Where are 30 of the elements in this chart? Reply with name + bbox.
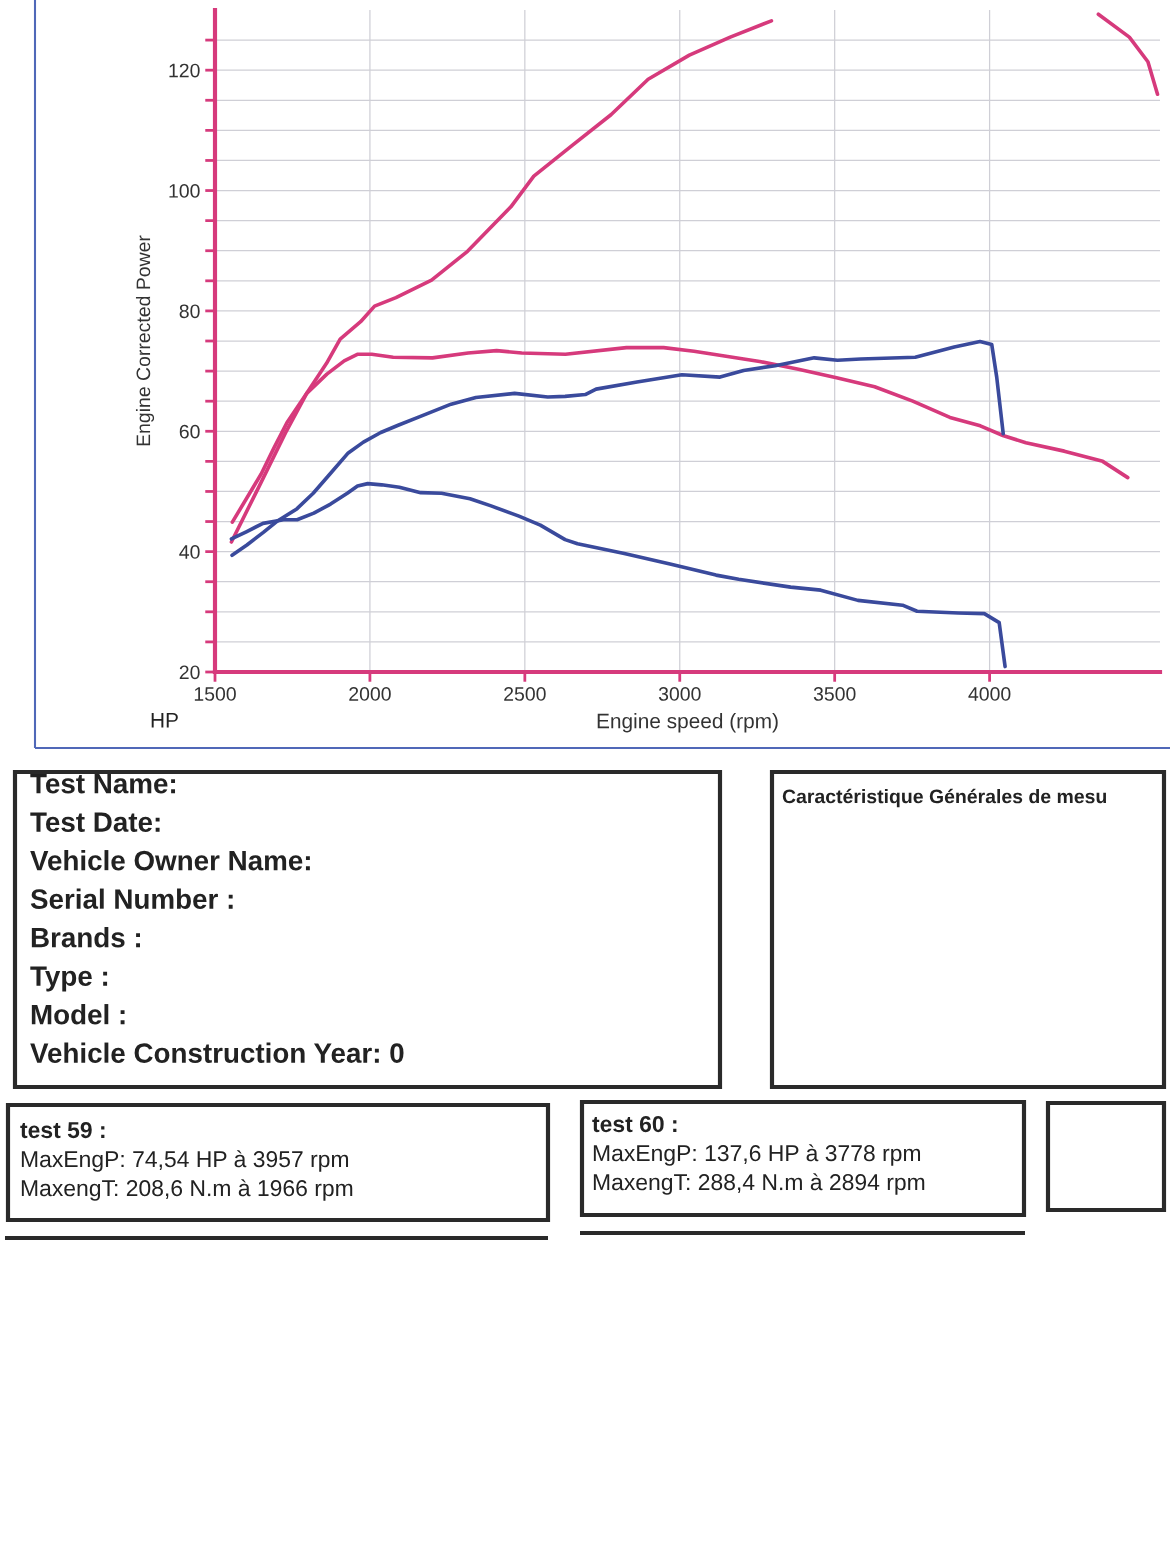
x-tick-label: 4000	[968, 687, 1011, 701]
text: test 60 :	[592, 1115, 677, 1133]
x-tick-label: 2000	[349, 687, 391, 701]
text: Vehicle Owner Name:	[30, 850, 310, 871]
y-tick-label: 120	[169, 63, 200, 78]
y-tick-label: 20	[179, 665, 200, 680]
text: Type :	[30, 966, 108, 992]
y-tick-label: 60	[179, 424, 200, 439]
text: MaxEngP: 137,6 HP à 3778 rpm	[593, 1144, 921, 1166]
x-tick-label: 3500	[813, 687, 856, 701]
text: HP	[151, 713, 178, 728]
text: Brands :	[31, 927, 140, 948]
text: test 59 :	[20, 1121, 105, 1139]
text: MaxengT: 288,4 N.m à 2894 rpm	[593, 1173, 925, 1195]
text: Caractéristique Générales de mesu	[782, 788, 1107, 808]
y-tick-label: 80	[179, 304, 200, 319]
y-axis-title: Engine Corrected Power	[135, 235, 155, 446]
text: Test Name:	[30, 774, 176, 794]
x-tick-label: 3000	[658, 687, 701, 701]
x-tick-label: 1500	[194, 687, 236, 701]
text: MaxengT: 208,6 N.m à 1966 rpm	[21, 1179, 353, 1201]
text: Serial Number :	[30, 888, 233, 909]
text: Model :	[31, 1004, 125, 1025]
y-tick-label: 100	[169, 184, 200, 198]
x-axis-title: Engine speed (rpm)	[597, 713, 778, 733]
text: Vehicle Construction Year: 0	[30, 1042, 404, 1063]
y-tick-label: 40	[179, 545, 200, 559]
text: Test Date:	[30, 812, 160, 832]
text: MaxEngP: 74,54 HP à 3957 rpm	[21, 1150, 349, 1172]
x-tick-label: 2500	[504, 687, 546, 701]
